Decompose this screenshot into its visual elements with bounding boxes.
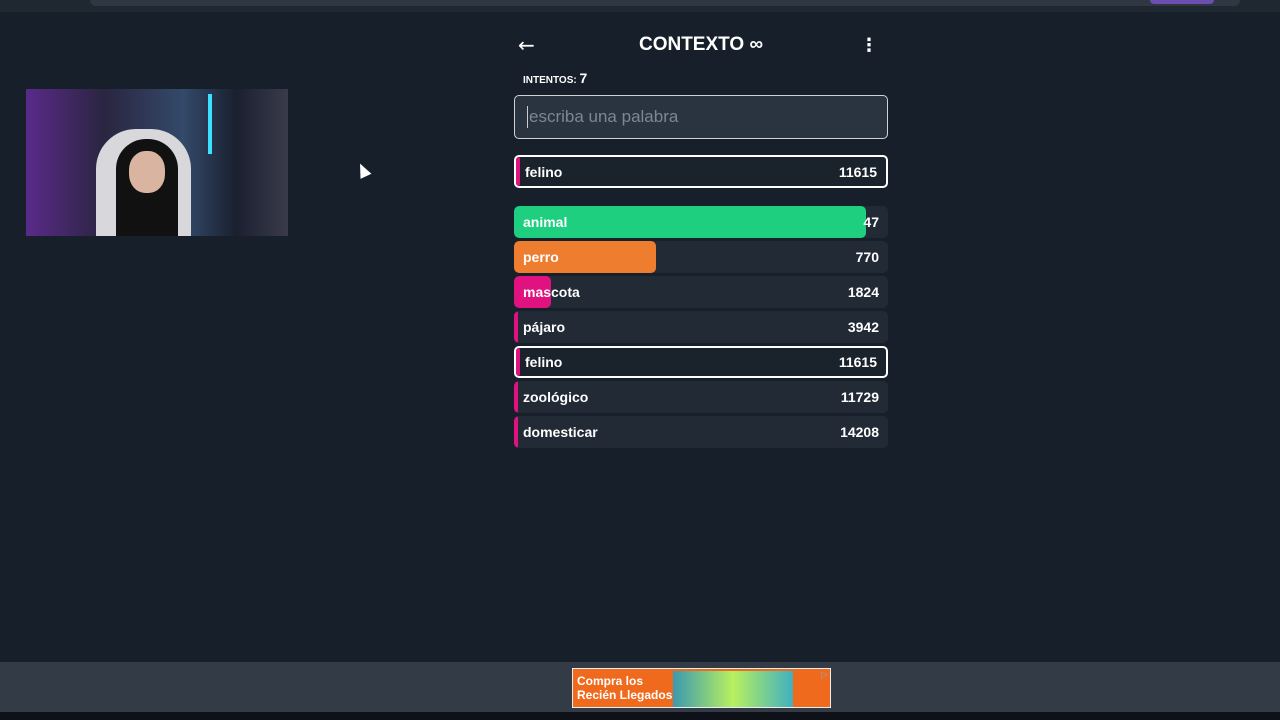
attempts-value: 7	[579, 70, 588, 86]
guess-word: domesticar	[523, 424, 598, 440]
guess-rank: 14208	[840, 424, 879, 440]
text-caret	[527, 106, 528, 128]
guess-rank: 11729	[840, 389, 879, 405]
back-arrow-icon[interactable]: ←	[518, 33, 535, 57]
similarity-bar	[514, 206, 866, 238]
guess-row: animal 47	[514, 206, 888, 238]
guess-rank: 47	[863, 214, 879, 230]
guess-rank: 770	[855, 249, 879, 265]
webcam-overlay	[26, 89, 288, 236]
ad-banner[interactable]: Compra los Recién Llegados ▷	[572, 668, 831, 708]
guess-row: perro 770	[514, 241, 888, 273]
similarity-bar	[516, 157, 521, 186]
similarity-bar	[514, 311, 519, 343]
ad-text-line1: Compra los	[577, 674, 644, 688]
guess-row: domesticar 14208	[514, 416, 888, 448]
guess-rank: 1824	[847, 284, 879, 300]
attempts-label: INTENTOS:	[523, 75, 577, 86]
guess-row: pájaro 3942	[514, 311, 888, 343]
similarity-bar	[514, 241, 657, 273]
streamer-face	[129, 151, 165, 193]
word-input[interactable]: escriba una palabra	[514, 95, 888, 139]
browser-top-strip	[0, 0, 1280, 12]
similarity-bar	[514, 416, 519, 448]
guess-word: felino	[525, 354, 563, 370]
neon-light	[208, 94, 212, 154]
guess-rank: 11615	[838, 163, 877, 180]
latest-guess: felino 11615	[514, 155, 888, 188]
attempts-counter: INTENTOS: 7	[523, 70, 888, 86]
similarity-bar	[514, 381, 519, 413]
header: ← CONTEXTO ∞ ⋮	[514, 30, 888, 62]
browser-tab-bar	[90, 0, 1240, 6]
similarity-bar	[514, 276, 552, 308]
more-menu-icon[interactable]: ⋮	[860, 35, 878, 56]
guess-row: felino 11615	[514, 346, 888, 378]
guess-row: mascota 1824	[514, 276, 888, 308]
guess-row: zoológico 11729	[514, 381, 888, 413]
input-placeholder: escriba una palabra	[529, 107, 679, 126]
guess-word: perro	[523, 249, 559, 265]
os-taskbar	[0, 712, 1280, 720]
browser-button[interactable]	[1150, 0, 1214, 4]
guess-word: zoológico	[523, 389, 589, 405]
title-text: CONTEXTO	[638, 34, 745, 55]
guess-word: mascota	[523, 284, 580, 300]
infinity-icon: ∞	[749, 34, 764, 55]
ad-choices-icon[interactable]: ▷	[821, 670, 828, 680]
ad-text-line2: Recién Llegados	[577, 688, 673, 702]
mouse-cursor-icon	[354, 161, 372, 179]
guess-rank: 3942	[847, 319, 879, 335]
guess-word: pájaro	[523, 319, 566, 335]
ad-text: Compra los Recién Llegados	[577, 674, 672, 702]
guess-rank: 11615	[838, 354, 877, 370]
guess-word: animal	[523, 214, 568, 230]
page-title: CONTEXTO ∞	[514, 34, 888, 56]
guess-list: animal 47 perro 770 mascota 1824 pájaro 3942 fel…	[514, 206, 888, 448]
guess-word: felino	[525, 163, 563, 180]
contexto-app: ← CONTEXTO ∞ ⋮ INTENTOS: 7 escriba una p…	[514, 30, 888, 448]
ad-image	[673, 671, 793, 707]
similarity-bar	[516, 348, 521, 376]
